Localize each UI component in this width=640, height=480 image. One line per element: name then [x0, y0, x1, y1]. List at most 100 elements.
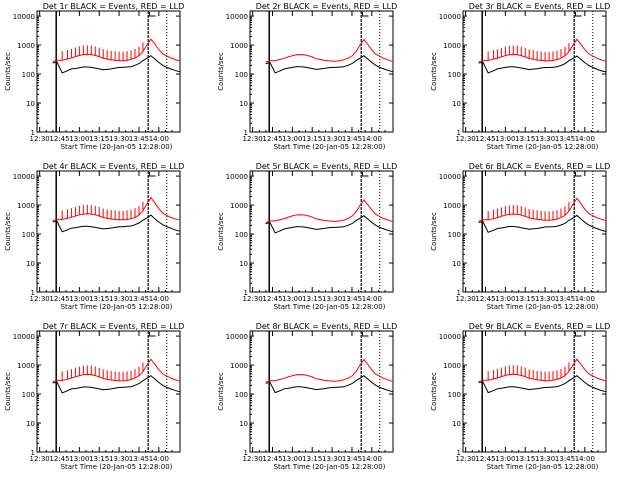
- events-point: [524, 388, 526, 390]
- events-point: [287, 387, 289, 389]
- lld-point: [56, 219, 58, 220]
- x-tick-label: 12:45: [475, 455, 495, 463]
- events-point: [323, 228, 325, 229]
- y-tick-label: 1: [457, 129, 461, 137]
- lld-point: [170, 57, 172, 59]
- events-point: [179, 71, 181, 73]
- y-tick-label: 10000: [439, 13, 461, 21]
- plot-frame: [249, 10, 394, 133]
- events-point: [106, 388, 108, 390]
- events-point: [564, 383, 566, 384]
- lld-point: [596, 377, 598, 379]
- events-point: [291, 66, 293, 68]
- series-lld-line: [478, 197, 607, 222]
- events-point: [392, 231, 394, 233]
- events-point: [493, 70, 494, 72]
- lld-point: [605, 60, 607, 62]
- chart-title: Det 1r BLACK = Events, RED = LLD: [43, 2, 185, 11]
- events-point: [588, 224, 590, 226]
- y-tick-label: 1: [457, 449, 461, 457]
- events-point: [375, 384, 377, 386]
- events-point: [98, 68, 100, 70]
- events-point: [556, 386, 558, 388]
- lld-point: [269, 60, 271, 62]
- events-point: [556, 225, 558, 227]
- events-point: [363, 215, 365, 217]
- events-point: [154, 378, 156, 380]
- events-point: [52, 62, 54, 64]
- events-point: [528, 228, 530, 230]
- events-point: [478, 62, 480, 64]
- lld-point: [52, 61, 54, 62]
- y-axis-label: Counts/sec: [217, 212, 225, 251]
- events-point: [122, 66, 124, 68]
- events-point: [367, 218, 369, 220]
- lld-point: [265, 221, 267, 223]
- events-point: [142, 380, 144, 382]
- lld-point: [315, 58, 317, 60]
- lld-point: [355, 371, 357, 373]
- events-point: [560, 65, 562, 66]
- lld-point: [274, 60, 276, 62]
- events-point: [118, 386, 120, 388]
- x-tick-label: 12:30: [243, 455, 263, 463]
- events-point: [90, 226, 92, 228]
- lld-point: [392, 221, 394, 223]
- y-tick-label: 1: [244, 129, 248, 137]
- events-point: [584, 221, 586, 223]
- y-tick-label: 1: [31, 449, 35, 457]
- events-point: [138, 222, 140, 224]
- events-point: [580, 378, 582, 380]
- events-point: [162, 224, 164, 226]
- x-tick-label: 12:30: [30, 135, 50, 143]
- lld-point: [280, 59, 281, 60]
- events-point: [392, 71, 394, 73]
- events-point: [319, 388, 321, 390]
- y-tick-label: 10000: [13, 13, 35, 21]
- lld-point: [323, 379, 325, 381]
- lld-point: [166, 375, 168, 377]
- lld-point: [580, 202, 582, 204]
- events-point: [284, 68, 285, 70]
- y-tick-label: 1: [244, 289, 248, 297]
- lld-point: [478, 220, 480, 222]
- events-point: [162, 384, 164, 386]
- events-point: [126, 66, 128, 68]
- events-point: [600, 389, 602, 391]
- events-point: [150, 375, 152, 377]
- x-axis-label: Start Time (20-Jan-05 12:28:00): [487, 303, 599, 311]
- events-point: [508, 66, 510, 68]
- events-point: [596, 68, 598, 70]
- events-point: [540, 227, 542, 229]
- events-point: [592, 386, 594, 388]
- x-tick-label: 13:15: [302, 295, 322, 303]
- lld-point: [478, 61, 480, 63]
- y-tick-label: 10: [239, 260, 248, 268]
- y-tick-label: 1000: [230, 42, 248, 50]
- y-tick-label: 1: [31, 289, 35, 297]
- events-point: [162, 64, 164, 66]
- y-tick-label: 100: [22, 391, 35, 399]
- events-point: [532, 228, 534, 230]
- x-axis-label: Start Time (20-Jan-05 12:28:00): [61, 303, 173, 311]
- lld-point: [383, 57, 385, 59]
- x-tick-label: 12:30: [30, 295, 50, 303]
- series-events-line: [265, 375, 394, 394]
- x-tick-label: 12:45: [475, 295, 495, 303]
- events-point: [520, 387, 522, 389]
- x-tick-label: 13:30: [535, 455, 555, 463]
- x-tick-label: 13:45: [342, 455, 362, 463]
- lld-point: [274, 220, 276, 222]
- x-tick-label: 12:45: [262, 135, 282, 143]
- lld-point: [588, 213, 590, 214]
- events-point: [375, 224, 377, 226]
- events-point: [146, 57, 148, 59]
- lld-point: [600, 59, 602, 61]
- events-point: [512, 386, 514, 388]
- x-tick-label: 13:45: [342, 135, 362, 143]
- events-point: [528, 69, 530, 71]
- lld-point: [265, 381, 267, 383]
- events-point: [576, 55, 578, 57]
- events-point: [71, 388, 72, 390]
- lld-point: [339, 380, 341, 382]
